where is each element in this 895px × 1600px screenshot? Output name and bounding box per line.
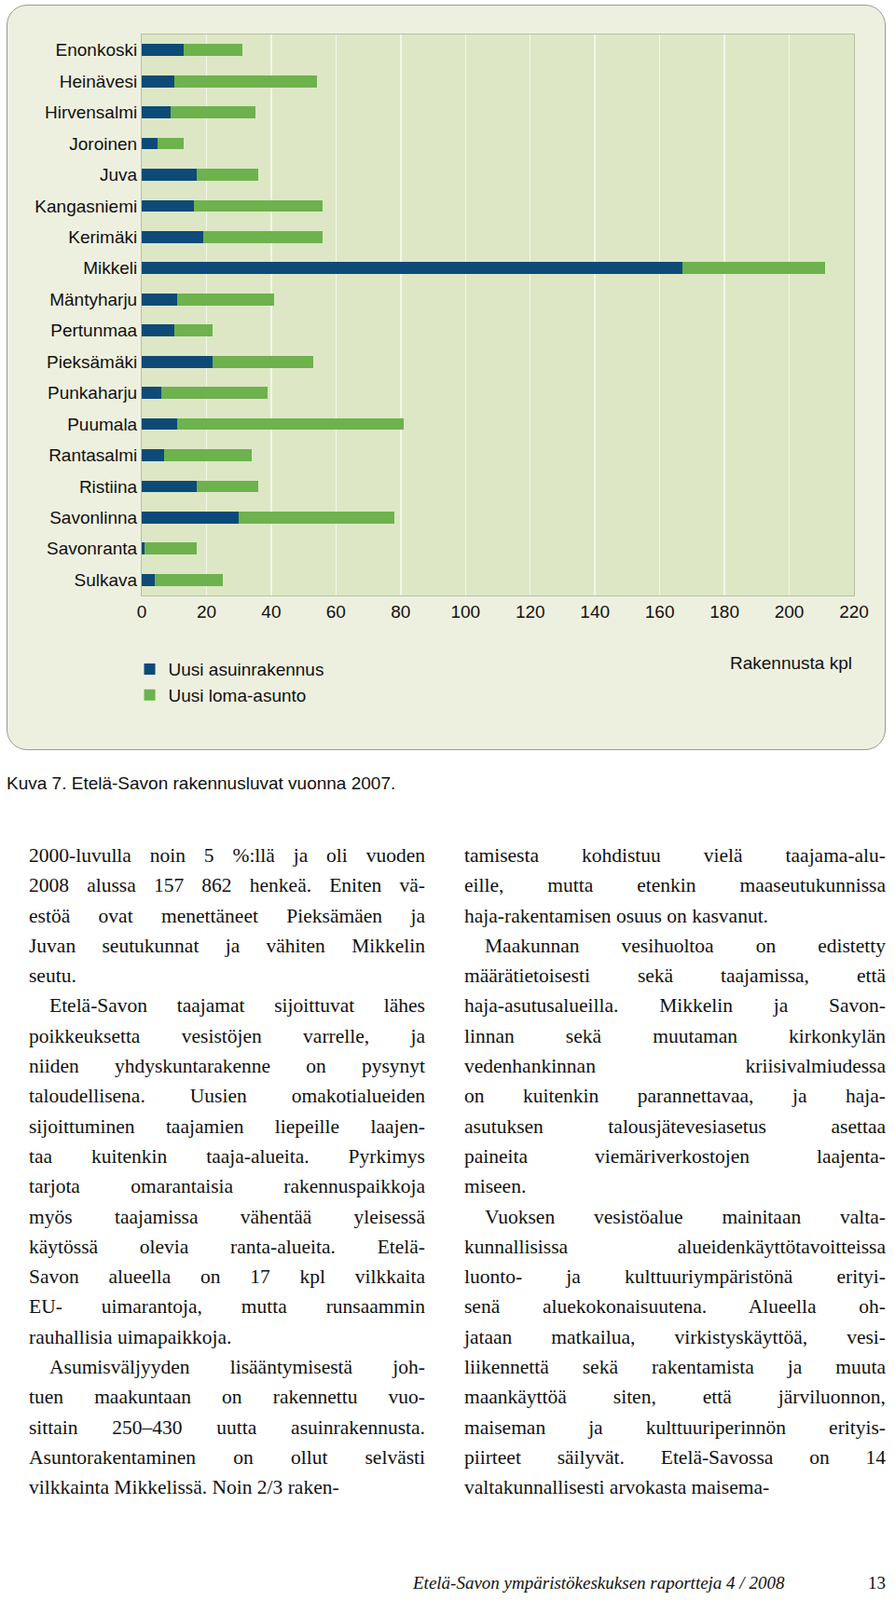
html-text:paineita viemäriverkostojen la: paineita viemäriverkostojen laajenta- bbox=[464, 1145, 886, 1169]
svg-text:Savonlinna: Savonlinna bbox=[49, 508, 138, 528]
svg-text:200: 200 bbox=[774, 602, 805, 622]
svg-text:Kerimäki: Kerimäki bbox=[68, 227, 138, 248]
html-text:piirteet säilyvät. Etelä-Savos: piirteet säilyvät. Etelä-Savossa on 14 bbox=[464, 1446, 886, 1470]
html-text:luonto- ja kulttuuriympäristön: luonto- ja kulttuuriympäristönä erityi- bbox=[464, 1266, 886, 1289]
svg-text:20: 20 bbox=[196, 602, 217, 622]
svg-text:220: 220 bbox=[839, 602, 869, 622]
html-text:Maakunnan vesihuoltoa on edist: Maakunnan vesihuoltoa on edistetty bbox=[484, 934, 886, 958]
html-text:sittain 250–430 uutta asuinrak: sittain 250–430 uutta asuinrakennusta. bbox=[28, 1416, 426, 1440]
svg-text:80: 80 bbox=[390, 602, 411, 622]
svg-text:40: 40 bbox=[261, 602, 281, 622]
html-text:Etelä-Savon ympäristökeskuksen: Etelä-Savon ympäristökeskuksen raporttej… bbox=[413, 1573, 785, 1594]
html-text:valtakunnallisesti arvokasta m: valtakunnallisesti arvokasta maisema- bbox=[464, 1476, 770, 1500]
svg-text:Joroinen: Joroinen bbox=[68, 134, 138, 154]
html-text:niiden yhdyskuntarakenne on py: niiden yhdyskuntarakenne on pysynyt bbox=[28, 1055, 426, 1078]
html-text:eille, mutta etenkin maaseutuk: eille, mutta etenkin maaseutukunnissa bbox=[464, 874, 886, 898]
svg-text:Heinävesi: Heinävesi bbox=[59, 71, 138, 92]
html-text:tarjota omarantaisia rakennusp: tarjota omarantaisia rakennuspaikkoja bbox=[28, 1175, 426, 1199]
svg-text:Hirvensalmi: Hirvensalmi bbox=[44, 102, 138, 123]
html-text:sijoittuminen taajamien liepei: sijoittuminen taajamien liepeille laajen… bbox=[28, 1115, 426, 1139]
svg-text:Juva: Juva bbox=[99, 165, 138, 185]
svg-text:Pertunmaa: Pertunmaa bbox=[50, 320, 138, 341]
html-text:estöä ovat menettäneet Pieksäm: estöä ovat menettäneet Pieksämäen ja bbox=[28, 904, 426, 928]
svg-text:Ristiina: Ristiina bbox=[79, 477, 138, 497]
svg-text:180: 180 bbox=[709, 602, 740, 622]
html-text:Savon alueella on 17 kpl vilkk: Savon alueella on 17 kpl vilkkaita bbox=[28, 1266, 426, 1289]
html-text:myös taajamissa vähentää yleis: myös taajamissa vähentää yleisessä bbox=[28, 1206, 426, 1229]
html-text:maankäyttöä siten, että järvil: maankäyttöä siten, että järviluonnon, bbox=[464, 1386, 886, 1409]
svg-text:100: 100 bbox=[450, 602, 481, 622]
svg-text:Uusi asuinrakennus: Uusi asuinrakennus bbox=[168, 660, 325, 680]
svg-text:Rakennusta kpl: Rakennusta kpl bbox=[729, 653, 853, 674]
html-text:EU- uimarantoja, mutta runsaam: EU- uimarantoja, mutta runsaammin bbox=[28, 1296, 426, 1319]
svg-text:120: 120 bbox=[515, 602, 546, 622]
svg-text:Savonranta: Savonranta bbox=[46, 538, 138, 559]
html-text:haja-rakentamisen osuus on kas: haja-rakentamisen osuus on kasvanut. bbox=[464, 904, 769, 928]
html-text:Kuva 7. Etelä-Savon rakennuslu: Kuva 7. Etelä-Savon rakennusluvat vuonna… bbox=[6, 773, 396, 794]
html-text:2008 alussa 157 862 henkeä. En: 2008 alussa 157 862 henkeä. Eniten vä- bbox=[28, 874, 426, 898]
html-text:haja-asutusalueilla. Mikkelin: haja-asutusalueilla. Mikkelin ja Savon- bbox=[464, 995, 886, 1018]
svg-text:Mikkeli: Mikkeli bbox=[82, 258, 138, 278]
html-text:jataan matkailua, virkistyskäy: jataan matkailua, virkistyskäyttöä, vesi… bbox=[464, 1326, 886, 1349]
html-text:taa kuitenkin taaja-alueita. P: taa kuitenkin taaja-alueita. Pyrkimys bbox=[28, 1145, 426, 1169]
html-text:seutu.: seutu. bbox=[28, 965, 77, 988]
html-text:Vuoksen vesistöalue mainitaan: Vuoksen vesistöalue mainitaan valta- bbox=[484, 1206, 886, 1229]
html-text:senä aluekokonaisuutena. Aluee: senä aluekokonaisuutena. Alueella oh- bbox=[464, 1296, 886, 1319]
html-text:Asumisväljyyden lisääntymisest: Asumisväljyyden lisääntymisestä joh- bbox=[49, 1356, 426, 1379]
svg-text:Kangasniemi: Kangasniemi bbox=[34, 196, 138, 217]
svg-text:Rantasalmi: Rantasalmi bbox=[48, 445, 138, 466]
svg-text:140: 140 bbox=[579, 602, 610, 622]
svg-text:Sulkava: Sulkava bbox=[74, 570, 138, 591]
html-text:asutuksen talousjätevesiasetus: asutuksen talousjätevesiasetus asettaa bbox=[464, 1115, 886, 1139]
html-text:tuen maakuntaan on rakennettu: tuen maakuntaan on rakennettu vuo- bbox=[28, 1386, 426, 1409]
svg-text:60: 60 bbox=[326, 602, 346, 622]
html-text:rauhallisia uimapaikkoja.: rauhallisia uimapaikkoja. bbox=[28, 1326, 232, 1349]
html-text:vedenhankinnan kriisivalmiudes: vedenhankinnan kriisivalmiudessa bbox=[464, 1055, 886, 1078]
html-text:kunnallisissa alueidenkäyttöta: kunnallisissa alueidenkäyttötavoitteissa bbox=[464, 1236, 886, 1259]
svg-text:160: 160 bbox=[645, 602, 675, 622]
html-text:liikennettä sekä rakentamista: liikennettä sekä rakentamista ja muuta bbox=[464, 1356, 886, 1379]
html-text:2000-luvulla noin 5 %:llä ja o: 2000-luvulla noin 5 %:llä ja oli vuoden bbox=[28, 844, 426, 868]
svg-text:Punkaharju: Punkaharju bbox=[47, 383, 138, 403]
svg-text:Mäntyharju: Mäntyharju bbox=[49, 289, 138, 310]
svg-text:Enonkoski: Enonkoski bbox=[55, 40, 138, 60]
html-text:miseen.: miseen. bbox=[464, 1175, 527, 1199]
svg-text:Pieksämäki: Pieksämäki bbox=[46, 352, 138, 372]
html-text:taloudellisena. Uusien omakoti: taloudellisena. Uusien omakotialueiden bbox=[28, 1085, 426, 1108]
html-text:Juvan seutukunnat ja vähiten M: Juvan seutukunnat ja vähiten Mikkelin bbox=[28, 934, 426, 958]
html-text:13: 13 bbox=[867, 1573, 886, 1594]
html-text:Etelä-Savon taajamat sijoittuv: Etelä-Savon taajamat sijoittuvat lähes bbox=[49, 995, 426, 1018]
html-text:tamisesta kohdistuu vielä taaj: tamisesta kohdistuu vielä taajama-alu- bbox=[464, 844, 886, 868]
svg-text:Uusi loma-asunto: Uusi loma-asunto bbox=[168, 686, 307, 706]
html-text:käytössä olevia ranta-alueita.: käytössä olevia ranta-alueita. Etelä- bbox=[28, 1236, 426, 1259]
html-text:maiseman ja kulttuuriperinnön: maiseman ja kulttuuriperinnön erityis- bbox=[464, 1416, 886, 1440]
html-text:Asuntorakentaminen on ollut se: Asuntorakentaminen on ollut selvästi bbox=[28, 1446, 426, 1470]
svg-text:0: 0 bbox=[137, 602, 148, 622]
html-text:poikkeuksetta vesistöjen varre: poikkeuksetta vesistöjen varrelle, ja bbox=[28, 1025, 426, 1048]
html-text:linnan sekä muutaman kirkonkyl: linnan sekä muutaman kirkonkylän bbox=[464, 1025, 886, 1048]
svg-text:Puumala: Puumala bbox=[67, 414, 138, 435]
html-text:vilkkainta Mikkelissä. Noin 2/: vilkkainta Mikkelissä. Noin 2/3 raken- bbox=[28, 1476, 339, 1500]
html-text:on kuitenkin parannettavaa, ja: on kuitenkin parannettavaa, ja haja- bbox=[464, 1085, 886, 1108]
html-text:määrätietoisesti sekä taajamis: määrätietoisesti sekä taajamissa, että bbox=[464, 965, 886, 988]
